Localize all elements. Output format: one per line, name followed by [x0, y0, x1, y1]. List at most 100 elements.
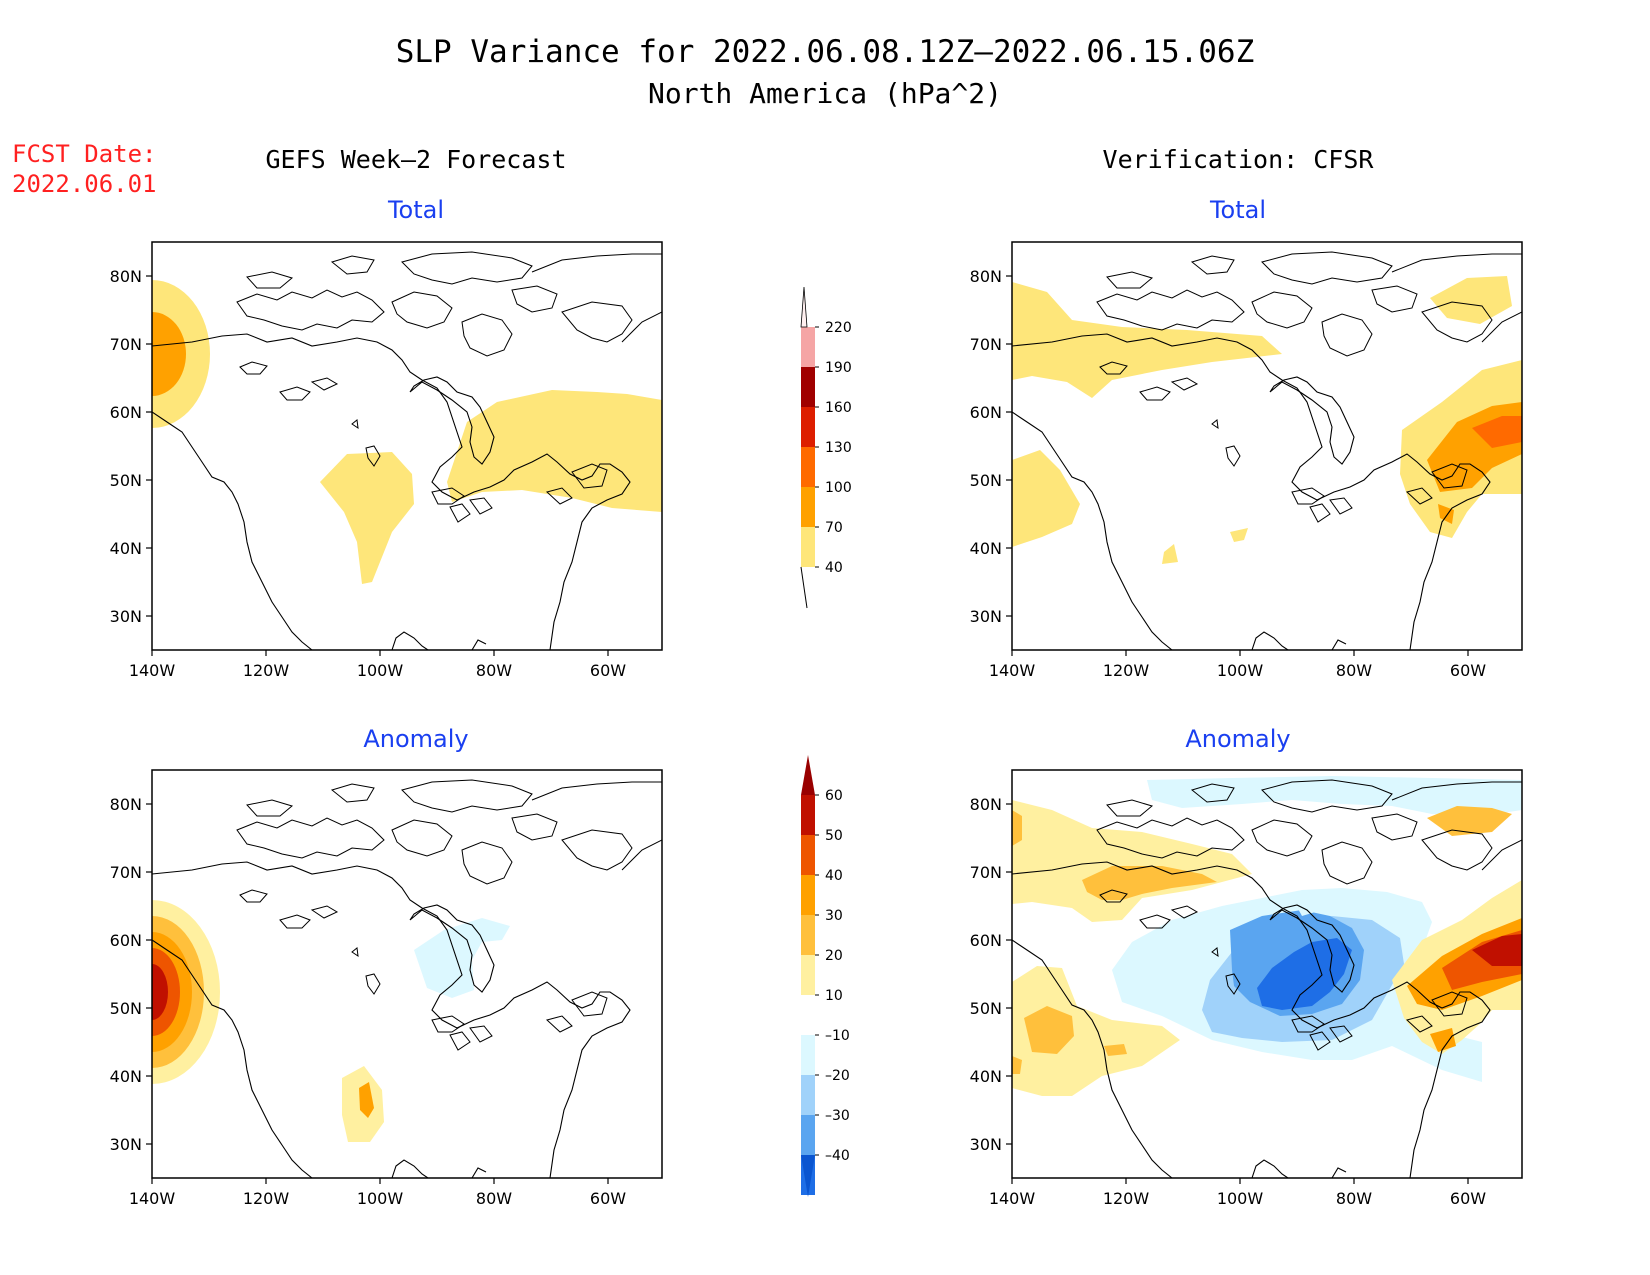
lat-tick-label: 60N [110, 931, 142, 950]
colorbar-anomaly-label: –30 [825, 1108, 850, 1124]
shade-region [1012, 800, 1252, 922]
shade-region [320, 452, 414, 584]
lon-tick-label: 140W [129, 661, 176, 680]
shade-region [152, 312, 186, 396]
shade-region [1292, 892, 1374, 916]
lat-tick-label: 40N [110, 539, 142, 558]
colorbar-anomaly-swatch [801, 915, 815, 955]
fcst-date-value: 2022.06.01 [12, 170, 157, 198]
lat-tick-label: 50N [110, 999, 142, 1018]
lat-tick-label: 40N [110, 1067, 142, 1086]
colorbar-anomaly-label: 50 [825, 828, 843, 844]
colorbar-total: 220 190 160 130 100 70 40 [800, 286, 852, 609]
shade-region [152, 964, 168, 1020]
lat-tick-label: 70N [970, 335, 1002, 354]
lat-tick-label: 30N [110, 607, 142, 626]
lon-tick-label: 140W [989, 1189, 1036, 1208]
fcst-date-label: FCST Date: [12, 140, 157, 168]
shade-region [1162, 544, 1178, 564]
colorbar-anomaly-swatch [801, 1035, 815, 1075]
colorbar-total-label: 160 [825, 400, 852, 416]
colorbar-total-label: 40 [825, 560, 843, 576]
panel-title-verification-total: Total [1209, 196, 1266, 224]
lat-tick-label: 50N [970, 999, 1002, 1018]
lon-tick-label: 120W [1103, 661, 1150, 680]
lat-tick-label: 50N [970, 471, 1002, 490]
colorbar-anomaly-label: 60 [825, 788, 843, 804]
lat-tick-label: 60N [970, 931, 1002, 950]
panel-title-forecast-total: Total [387, 196, 444, 224]
map-verification-anomaly [1011, 769, 1523, 1179]
colorbar-total-label: 70 [825, 520, 843, 536]
map-forecast-anomaly [151, 769, 663, 1179]
colorbar-total-swatch [801, 527, 815, 567]
shade-region [1430, 276, 1512, 324]
lon-tick-label: 120W [243, 1189, 290, 1208]
shade-region [1012, 810, 1022, 846]
lat-tick-label: 30N [970, 607, 1002, 626]
right-column-title: Verification: CFSR [1103, 145, 1375, 174]
lon-tick-label: 60W [590, 661, 626, 680]
colorbar-anomaly-label: –10 [825, 1028, 850, 1044]
shade-region [1427, 806, 1512, 836]
panel-title-forecast-anomaly: Anomaly [363, 725, 468, 753]
lon-tick-label: 100W [357, 1189, 404, 1208]
colorbar-anomaly-label: –20 [825, 1068, 850, 1084]
colorbar-anomaly-bottom-cap [801, 1155, 815, 1197]
colorbar-total-swatch [801, 447, 815, 487]
main-title: SLP Variance for 2022.06.08.12Z–2022.06.… [396, 34, 1255, 70]
lon-tick-label: 80W [1336, 1189, 1372, 1208]
colorbar-total-top-cap [800, 286, 808, 328]
main-subtitle: North America (hPa^2) [648, 77, 1002, 110]
shade-region [1472, 416, 1522, 448]
colorbar-anomaly-label: –40 [825, 1148, 850, 1164]
shade-region [1024, 1006, 1074, 1054]
colorbar-anomaly-swatch [801, 875, 815, 915]
lon-tick-label: 60W [590, 1189, 626, 1208]
shade-region [414, 918, 510, 998]
lon-tick-label: 80W [476, 661, 512, 680]
shade-region [1104, 1044, 1127, 1056]
shade-region [1430, 1028, 1456, 1052]
colorbar-anomaly-label: 20 [825, 948, 843, 964]
lon-tick-label: 120W [243, 661, 290, 680]
colorbar-anomaly-swatch [801, 835, 815, 875]
panel-title-verification-anomaly: Anomaly [1185, 725, 1290, 753]
lon-tick-label: 140W [989, 661, 1036, 680]
lon-tick-label: 80W [1336, 661, 1372, 680]
lat-tick-label: 80N [110, 267, 142, 286]
shade-region [1472, 934, 1522, 966]
colorbar-total-swatch [801, 367, 815, 407]
map-forecast-total [151, 241, 663, 651]
lon-tick-label: 100W [1217, 661, 1264, 680]
lat-tick-label: 50N [110, 471, 142, 490]
lat-tick-label: 80N [970, 267, 1002, 286]
lat-tick-label: 80N [110, 795, 142, 814]
lon-tick-label: 80W [476, 1189, 512, 1208]
colorbar-anomaly-swatch [801, 795, 815, 835]
lat-tick-label: 30N [970, 1135, 1002, 1154]
shade-region [1230, 528, 1248, 542]
colorbar-total-label: 130 [825, 440, 852, 456]
colorbar-anomaly-top-cap [801, 755, 815, 795]
colorbar-total-label: 190 [825, 360, 852, 376]
lat-tick-label: 70N [970, 863, 1002, 882]
lat-tick-label: 40N [970, 539, 1002, 558]
left-column-title: GEFS Week–2 Forecast [265, 145, 566, 174]
colorbar-anomaly-label: 30 [825, 908, 843, 924]
lat-tick-label: 30N [110, 1135, 142, 1154]
shade-region [1012, 1056, 1022, 1074]
colorbar-total-label: 220 [825, 320, 852, 336]
shade-region [1012, 282, 1282, 398]
colorbar-total-swatch [801, 407, 815, 447]
shade-region [1012, 966, 1180, 1096]
shade-region [1012, 450, 1080, 547]
lon-tick-label: 100W [1217, 1189, 1264, 1208]
colorbar-total-label: 100 [825, 480, 852, 496]
shade-region [1257, 938, 1352, 1010]
colorbar-anomaly-swatch [801, 995, 815, 1035]
shade-region [359, 1082, 374, 1118]
colorbar-anomaly-label: 40 [825, 868, 843, 884]
colorbar-anomaly-swatch [801, 955, 815, 995]
